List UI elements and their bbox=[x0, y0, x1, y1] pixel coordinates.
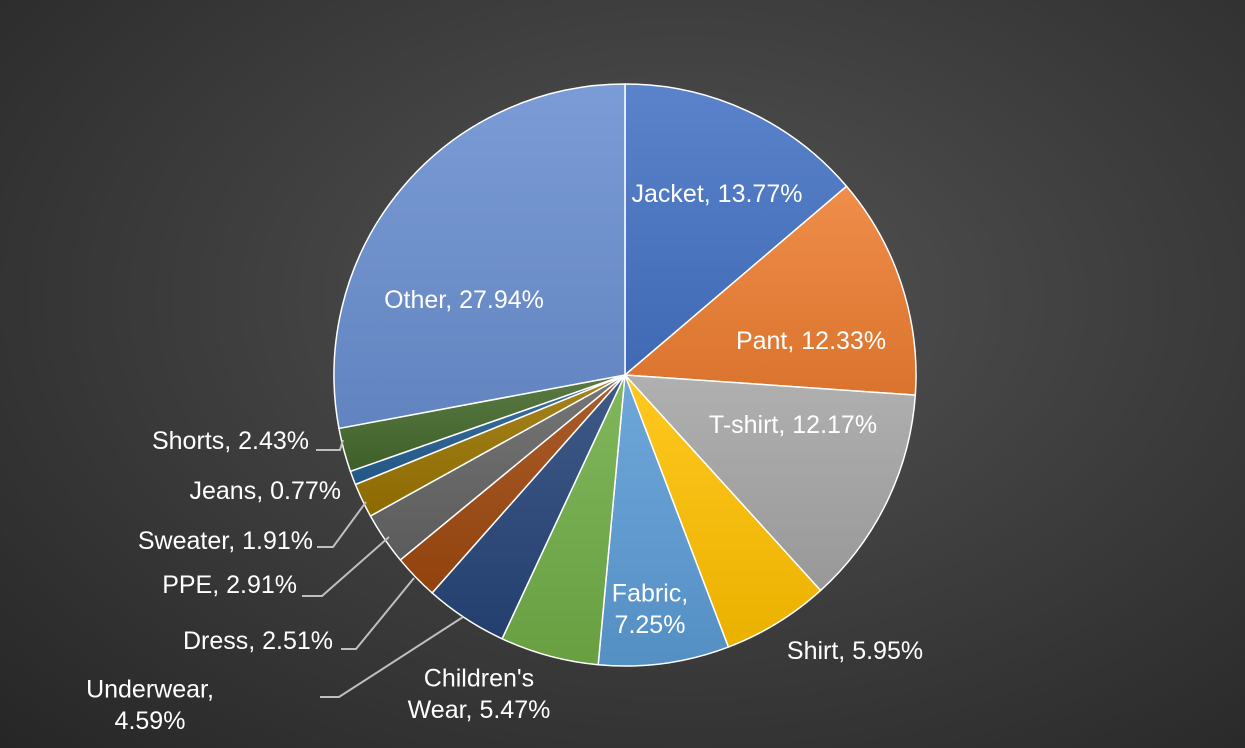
data-labels: Jacket, 13.77% Pant, 12.33% T-shirt, 12.17… bbox=[86, 180, 923, 735]
data-label-children-s-wear: Children's Wear, 5.47% bbox=[408, 665, 551, 724]
data-label-shorts: Shorts, 2.43% bbox=[152, 427, 309, 455]
data-label-shirt: Shirt, 5.95% bbox=[787, 637, 923, 665]
slices-layer bbox=[333, 83, 917, 667]
pie-slice-t-shirt bbox=[624, 374, 917, 592]
data-label-other: Other, 27.94% bbox=[384, 286, 544, 314]
leader-line-dress bbox=[341, 577, 415, 650]
data-label-ppe: PPE, 2.91% bbox=[162, 571, 297, 599]
data-label-sweater: Sweater, 1.91% bbox=[138, 527, 313, 555]
leader-line-shorts bbox=[316, 439, 344, 451]
leader-line-sweater bbox=[317, 501, 367, 548]
data-label-jacket: Jacket, 13.77% bbox=[632, 180, 803, 208]
data-label-pant: Pant, 12.33% bbox=[736, 327, 886, 355]
pie-slice-jacket bbox=[624, 83, 848, 376]
data-label-t-shirt: T-shirt, 12.17% bbox=[709, 411, 877, 439]
data-label-jeans: Jeans, 0.77% bbox=[190, 477, 342, 505]
leader-line-ppe bbox=[302, 536, 390, 597]
leader-lines bbox=[302, 439, 464, 698]
pie-slice-other bbox=[333, 83, 626, 430]
data-label-underwear: Underwear, 4.59% bbox=[86, 676, 214, 735]
leader-line-underwear bbox=[320, 616, 464, 698]
pie-slice-pant bbox=[624, 185, 917, 396]
data-label-dress: Dress, 2.51% bbox=[183, 627, 333, 655]
data-label-fabric: Fabric, 7.25% bbox=[612, 580, 688, 639]
pie-slice-fabric bbox=[597, 374, 730, 667]
